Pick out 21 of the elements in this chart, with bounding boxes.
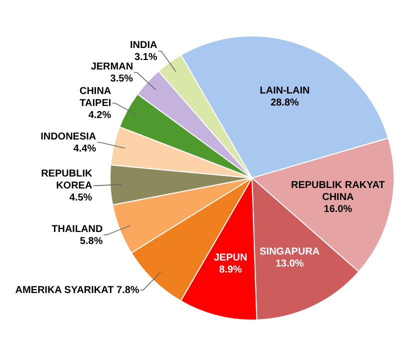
- data-label: 4.2%: [88, 110, 112, 122]
- slice-label: LAIN-LAIN: [260, 85, 310, 96]
- data-label: 13.0%: [275, 258, 304, 270]
- slice-label: JEPUN: [214, 252, 248, 264]
- data-label: 16.0%: [324, 204, 352, 216]
- data-label: 4.5%: [69, 192, 92, 204]
- slice-label: JERMAN: [90, 62, 134, 73]
- slice-label: CHINA TAIPEI: [79, 86, 112, 110]
- slice-label: SINGAPURA: [260, 246, 320, 258]
- data-label: 28.8%: [270, 97, 300, 108]
- data-label: 3.1%: [134, 52, 158, 64]
- slice-label: INDIA: [130, 40, 158, 52]
- data-label: 4.4%: [73, 143, 96, 154]
- slice-label: REPUBLIK RAKYAT CHINA: [291, 180, 385, 204]
- data-label: 8.9%: [219, 264, 242, 276]
- slice-label: INDONESIA: [40, 131, 96, 142]
- slice-label: REPUBLIK KOREA: [41, 168, 93, 192]
- slice-label: AMERIKA SYARIKAT 7.8%: [15, 284, 140, 296]
- data-label: 3.5%: [110, 74, 134, 85]
- slice-label: THAILAND: [52, 224, 103, 235]
- data-label: 5.8%: [80, 236, 103, 247]
